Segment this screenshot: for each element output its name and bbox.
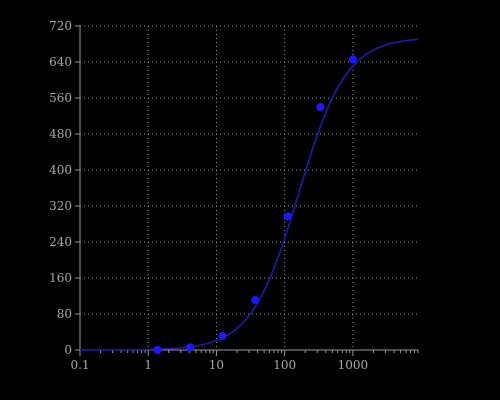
data-point	[186, 343, 195, 352]
y-tick-label: 640	[49, 55, 72, 69]
y-tick-label: 560	[49, 91, 72, 105]
data-point	[153, 346, 162, 354]
data-point	[251, 296, 260, 305]
x-tick-label: 0.1	[70, 358, 89, 372]
fit-curve-layer	[80, 38, 419, 351]
y-tick-label: 80	[57, 307, 72, 321]
fit-curve	[80, 38, 419, 351]
data-point	[218, 332, 227, 341]
axes	[75, 25, 419, 356]
data-point	[316, 103, 325, 111]
y-tick-label: 320	[49, 199, 72, 213]
y-tick-label: 400	[49, 163, 72, 177]
x-tick-label: 10	[209, 358, 224, 372]
y-tick-label: 240	[49, 235, 72, 249]
x-tick-label: 1000	[338, 358, 369, 372]
grid	[80, 25, 418, 350]
y-tick-label: 720	[49, 19, 72, 33]
x-axis-tick-labels: 0.1 1 10 100 1000	[70, 358, 368, 372]
data-points	[153, 55, 357, 354]
y-tick-label: 160	[49, 271, 72, 285]
data-point	[348, 55, 357, 64]
y-axis-tick-labels: 0 80 160 240 320 400 480 560 640 720	[49, 19, 72, 357]
y-tick-label: 480	[49, 127, 72, 141]
x-tick-label: 1	[144, 358, 152, 372]
y-tick-label: 0	[64, 343, 72, 357]
data-point	[283, 212, 292, 221]
x-tick-label: 100	[273, 358, 296, 372]
